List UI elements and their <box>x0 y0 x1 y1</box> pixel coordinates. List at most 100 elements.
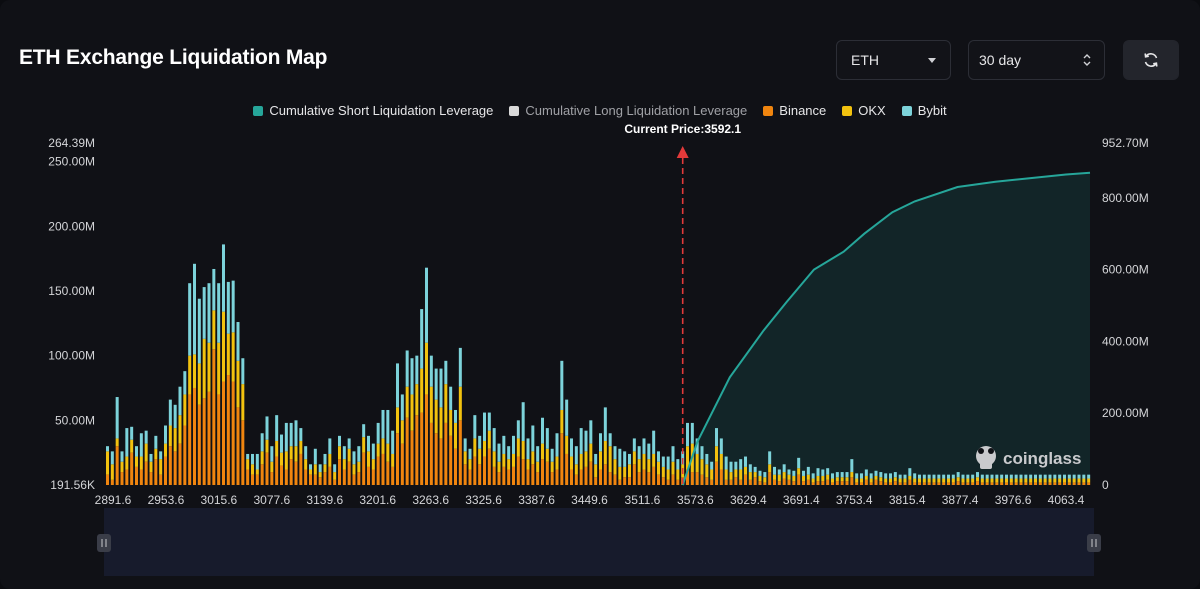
liquidation-bar[interactable] <box>405 350 409 485</box>
liquidation-bar[interactable] <box>652 430 656 485</box>
liquidation-bar[interactable] <box>391 430 395 485</box>
liquidation-bar[interactable] <box>1072 474 1076 485</box>
liquidation-bar[interactable] <box>840 472 844 485</box>
liquidation-bar[interactable] <box>541 417 544 485</box>
liquidation-bar[interactable] <box>661 456 665 485</box>
liquidation-bar[interactable] <box>371 443 375 485</box>
liquidation-bar[interactable] <box>492 428 496 485</box>
liquidation-bar[interactable] <box>584 430 588 485</box>
liquidation-bar[interactable] <box>821 469 825 485</box>
liquidation-bar[interactable] <box>376 422 380 485</box>
liquidation-bar[interactable] <box>463 438 467 485</box>
liquidation-bar[interactable] <box>947 474 950 485</box>
liquidation-bar[interactable] <box>647 443 651 485</box>
liquidation-bar[interactable] <box>758 470 762 485</box>
liquidation-bar[interactable] <box>599 433 602 485</box>
liquidation-bar[interactable] <box>468 448 472 485</box>
liquidation-bar[interactable] <box>396 363 399 485</box>
liquidation-bar[interactable] <box>497 443 501 485</box>
liquidation-bar[interactable] <box>623 451 627 485</box>
refresh-button[interactable] <box>1123 40 1179 80</box>
liquidation-bar[interactable] <box>845 472 849 485</box>
liquidation-bar[interactable] <box>362 424 366 485</box>
liquidation-bar[interactable] <box>536 446 540 485</box>
liquidation-bar[interactable] <box>473 415 477 485</box>
liquidation-bar[interactable] <box>449 386 453 485</box>
liquidation-bar[interactable] <box>120 451 124 485</box>
liquidation-bar[interactable] <box>265 416 269 485</box>
liquidation-bar[interactable] <box>1019 474 1023 485</box>
liquidation-bar[interactable] <box>1067 474 1071 485</box>
liquidation-bar[interactable] <box>429 355 433 485</box>
liquidation-bar[interactable] <box>338 435 341 485</box>
liquidation-bar[interactable] <box>874 470 878 485</box>
liquidation-bar[interactable] <box>555 433 559 485</box>
liquidation-bar[interactable] <box>516 420 520 485</box>
liquidation-bar[interactable] <box>502 435 506 485</box>
liquidation-bar[interactable] <box>507 446 511 485</box>
liquidation-bar[interactable] <box>309 464 312 485</box>
liquidation-bar[interactable] <box>676 459 680 485</box>
liquidation-bar[interactable] <box>951 474 955 485</box>
liquidation-bar[interactable] <box>115 397 119 485</box>
liquidation-bar[interactable] <box>574 446 578 485</box>
liquidation-bar[interactable] <box>168 399 172 485</box>
liquidation-bar[interactable] <box>768 451 772 485</box>
liquidation-bar[interactable] <box>531 425 535 485</box>
liquidation-bar[interactable] <box>521 402 525 485</box>
liquidation-bar[interactable] <box>927 474 931 485</box>
liquidation-bar[interactable] <box>333 464 337 485</box>
liquidation-bar[interactable] <box>942 474 946 485</box>
liquidation-bar[interactable] <box>183 371 187 485</box>
liquidation-bar[interactable] <box>202 287 206 485</box>
liquidation-bar[interactable] <box>275 415 279 485</box>
liquidation-bar[interactable] <box>135 446 138 485</box>
liquidation-bar[interactable] <box>226 281 230 485</box>
liquidation-bar[interactable] <box>130 426 134 485</box>
legend-short-cumulative[interactable]: Cumulative Short Liquidation Leverage <box>253 103 493 118</box>
liquidation-bar[interactable] <box>1087 474 1091 485</box>
liquidation-bar[interactable] <box>1053 474 1057 485</box>
liquidation-bar[interactable] <box>1082 474 1086 485</box>
legend-okx[interactable]: OKX <box>842 103 886 118</box>
symbol-select[interactable]: ETH <box>836 40 951 80</box>
liquidation-bar[interactable] <box>657 451 660 485</box>
liquidation-bar[interactable] <box>313 448 317 485</box>
range-slider-right-handle[interactable] <box>1087 534 1101 552</box>
liquidation-bar[interactable] <box>159 451 163 485</box>
liquidation-bar[interactable] <box>434 368 438 485</box>
liquidation-bar[interactable] <box>420 309 424 485</box>
liquidation-bar[interactable] <box>352 451 356 485</box>
liquidation-bar[interactable] <box>439 368 443 485</box>
liquidation-bar[interactable] <box>777 469 781 485</box>
liquidation-bar[interactable] <box>444 360 448 485</box>
liquidation-bar[interactable] <box>270 446 274 485</box>
liquidation-bar[interactable] <box>1029 474 1033 485</box>
liquidation-bar[interactable] <box>415 355 419 485</box>
liquidation-bar[interactable] <box>869 473 873 485</box>
liquidation-bar[interactable] <box>458 347 462 485</box>
liquidation-bar[interactable] <box>125 428 129 485</box>
liquidation-bar[interactable] <box>705 453 709 485</box>
liquidation-bar[interactable] <box>908 468 912 485</box>
liquidation-bar[interactable] <box>289 422 293 485</box>
liquidation-bar[interactable] <box>526 438 530 485</box>
liquidation-bar[interactable] <box>560 360 564 485</box>
range-select[interactable]: 30 day <box>968 40 1105 80</box>
liquidation-bar[interactable] <box>164 425 167 485</box>
liquidation-bar[interactable] <box>294 420 298 485</box>
liquidation-bar[interactable] <box>642 438 646 485</box>
liquidation-bar[interactable] <box>666 456 670 485</box>
liquidation-bar[interactable] <box>197 298 201 485</box>
liquidation-bar[interactable] <box>1034 474 1037 485</box>
liquidation-bar[interactable] <box>710 461 714 485</box>
liquidation-bar[interactable] <box>410 358 414 485</box>
liquidation-bar[interactable] <box>178 386 182 485</box>
liquidation-bar[interactable] <box>241 358 245 485</box>
liquidation-bar[interactable] <box>787 469 791 485</box>
liquidation-bar[interactable] <box>811 473 815 485</box>
liquidation-bar[interactable] <box>106 446 109 485</box>
liquidation-bar[interactable] <box>260 433 264 485</box>
liquidation-bar[interactable] <box>149 453 153 485</box>
liquidation-bar[interactable] <box>299 428 303 485</box>
